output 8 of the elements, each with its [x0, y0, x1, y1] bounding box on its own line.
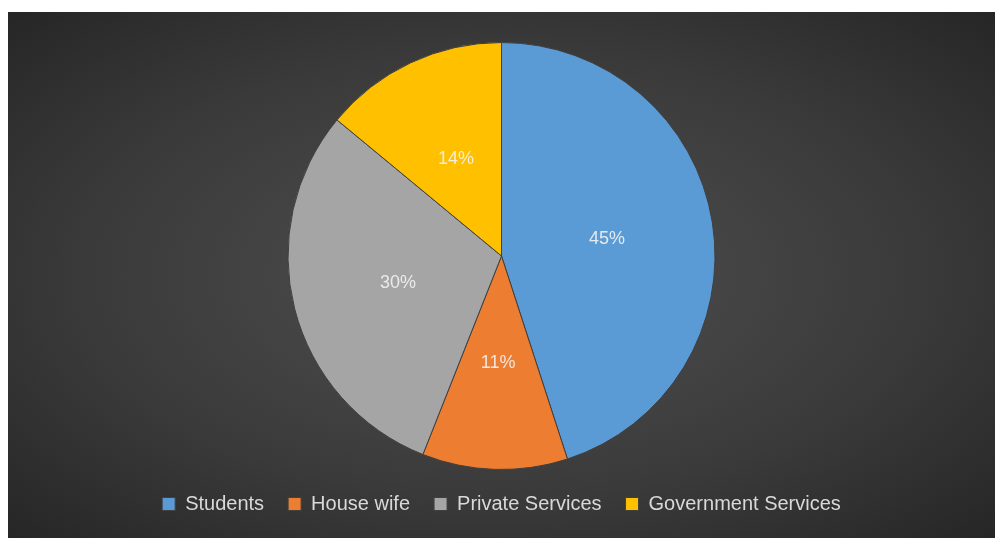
legend-label: House wife [311, 491, 411, 514]
data-label: 30% [380, 271, 417, 292]
legend-label: Students [185, 491, 265, 514]
data-label: 11% [480, 351, 516, 372]
legend-label: Private Services [457, 491, 602, 514]
data-label: 14% [438, 148, 475, 169]
legend-label: Government Services [648, 491, 841, 514]
data-label: 45% [588, 228, 625, 249]
